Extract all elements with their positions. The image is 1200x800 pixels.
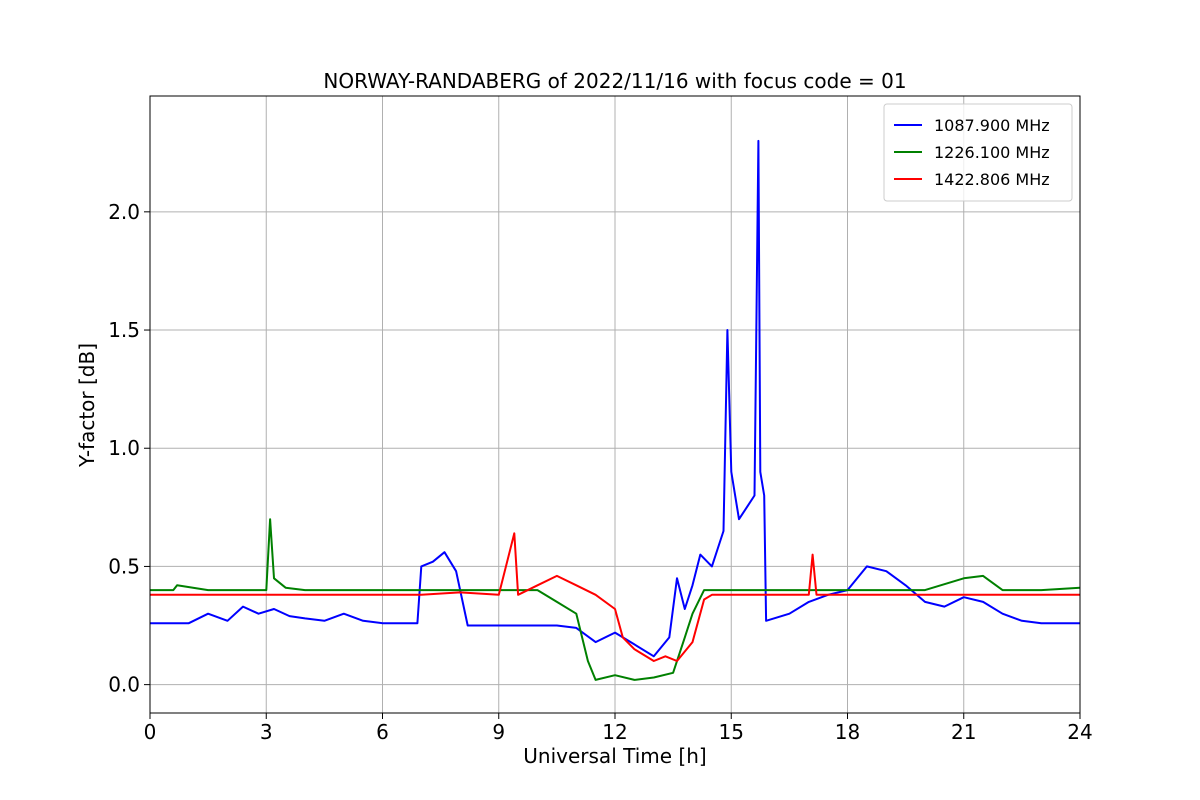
legend-label-2: 1226.100 MHz xyxy=(934,143,1050,162)
legend-label-1: 1087.900 MHz xyxy=(934,116,1050,135)
y-tick-label: 0.5 xyxy=(108,554,140,578)
x-tick-label: 3 xyxy=(260,720,273,744)
legend-box xyxy=(883,103,1073,202)
ticks: 0 3 6 9 12 15 18 21 24 0.0 0.5 1.0 1.5 2.0 xyxy=(108,200,1093,744)
x-tick-label: 0 xyxy=(144,720,157,744)
legend-label-3: 1422.806 MHz xyxy=(934,170,1050,189)
y-tick-label: 0.0 xyxy=(108,673,140,697)
y-axis-label: Y-factor [dB] xyxy=(75,343,99,468)
y-tick-label: 1.5 xyxy=(108,318,140,342)
series-line-2 xyxy=(150,518,1081,681)
x-tick-label: 9 xyxy=(492,720,505,744)
x-tick-label: 6 xyxy=(376,720,389,744)
series-line-3 xyxy=(150,532,1080,662)
x-axis-label: Universal Time [h] xyxy=(523,744,706,768)
y-tick-label: 1.0 xyxy=(108,436,140,460)
y-tick-label: 2.0 xyxy=(108,200,140,224)
x-tick-label: 12 xyxy=(602,720,627,744)
series-layer xyxy=(150,139,1081,681)
legend: 1087.900 MHz 1226.100 MHz 1422.806 MHz xyxy=(883,103,1073,202)
x-tick-label: 15 xyxy=(719,720,744,744)
x-tick-label: 24 xyxy=(1067,720,1092,744)
series-line-1 xyxy=(150,139,1080,658)
chart-title: NORWAY-RANDABERG of 2022/11/16 with focu… xyxy=(323,69,906,93)
x-tick-label: 21 xyxy=(951,720,976,744)
x-tick-label: 18 xyxy=(835,720,860,744)
